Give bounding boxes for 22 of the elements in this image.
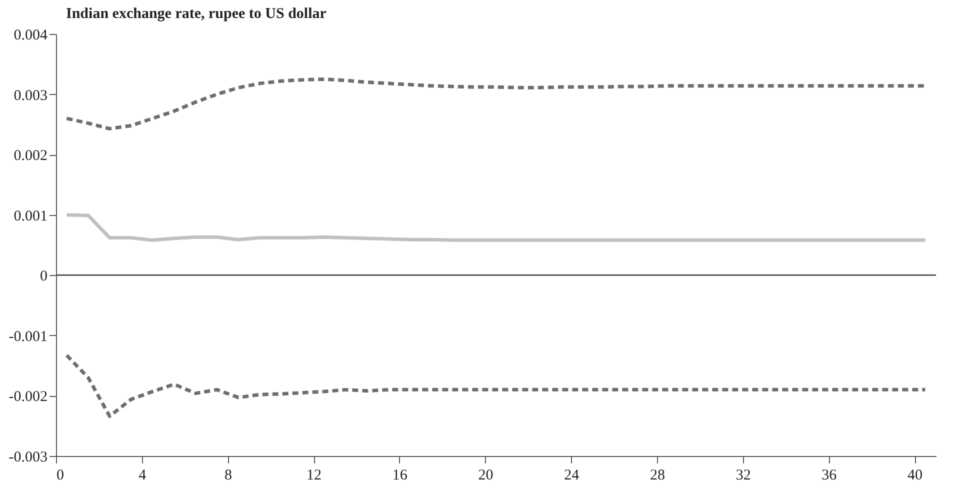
- x-tick-label: 0: [56, 468, 64, 484]
- x-tick-label: 24: [564, 468, 580, 484]
- x-tick-label: 28: [650, 468, 665, 484]
- y-tick-label: 0: [40, 268, 48, 285]
- y-tick-label: 0.002: [14, 148, 48, 164]
- y-tick-label: -0.003: [8, 450, 48, 466]
- x-tick-label: 16: [392, 468, 408, 484]
- x-tick-label: 4: [138, 468, 147, 484]
- y-tick-label: 0.003: [14, 88, 48, 104]
- chart-title: Indian exchange rate, rupee to US dollar: [66, 6, 327, 22]
- x-tick-label: 40: [908, 468, 923, 484]
- y-tick-label: 0.004: [14, 28, 48, 44]
- x-tick-label: 12: [306, 468, 322, 484]
- line-series: [64, 354, 928, 418]
- y-tick-label: -0.001: [8, 328, 48, 345]
- x-tick-label: 20: [478, 468, 494, 484]
- x-tick-label: 32: [736, 468, 751, 484]
- x-tick-label: 8: [224, 468, 232, 484]
- x-tick-label: 36: [822, 468, 838, 484]
- y-tick-label: -0.002: [8, 389, 48, 406]
- line-series: [64, 213, 928, 242]
- y-tick-label: 0.001: [14, 208, 48, 224]
